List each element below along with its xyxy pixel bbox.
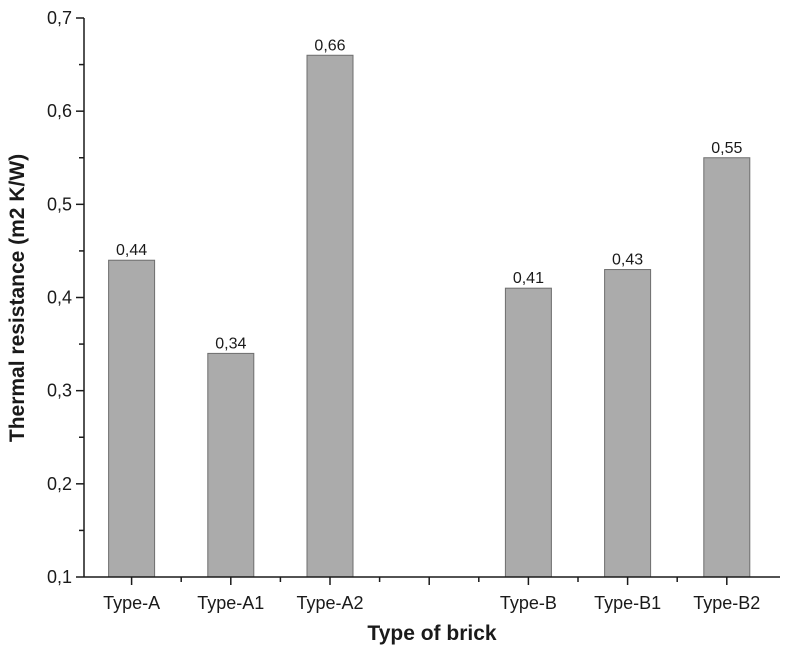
y-tick-label: 0,5: [47, 194, 72, 214]
bar-value-label: 0,55: [711, 140, 742, 157]
y-tick-label: 0,7: [47, 8, 72, 28]
bar-type-a: [108, 259, 156, 578]
bar-value-label: 0,41: [513, 270, 544, 287]
bar-type-a1: [207, 352, 255, 578]
ticks: 0,1 0,2 0,3 0,4 0,5 0,6 0,7 Type-A Type-A1 Type-A…: [47, 8, 760, 613]
bar-type-a2: [306, 54, 354, 578]
y-tick-label: 0,6: [47, 101, 72, 121]
y-axis-title: Thermal resistance (m2 K/W): [6, 154, 29, 442]
bar-value-label: 0,44: [116, 242, 147, 259]
bar-type-b1: [604, 269, 652, 578]
bar-type-b: [504, 287, 552, 578]
x-tick-label: Type-B: [500, 593, 557, 613]
bar-value-label: 0,43: [612, 252, 643, 269]
y-tick-label: 0,2: [47, 474, 72, 494]
x-tick-label: Type-A1: [197, 593, 264, 613]
x-tick-label: Type-B2: [693, 593, 760, 613]
bar-value-label: 0,66: [314, 37, 345, 54]
y-tick-label: 0,1: [47, 567, 72, 587]
y-tick-label: 0,3: [47, 381, 72, 401]
bar-value-labels: 0,44 0,34 0,66 0,41 0,43 0,55: [116, 37, 742, 352]
x-axis-title: Type of brick: [367, 622, 496, 645]
bar-type-b2: [703, 157, 751, 578]
bars-layer: [108, 54, 751, 578]
bar-value-label: 0,34: [215, 335, 246, 352]
x-tick-label: Type-A2: [296, 593, 363, 613]
y-tick-label: 0,4: [47, 288, 72, 308]
x-tick-label: Type-A: [103, 593, 160, 613]
axes: [83, 18, 780, 578]
x-tick-label: Type-B1: [594, 593, 661, 613]
